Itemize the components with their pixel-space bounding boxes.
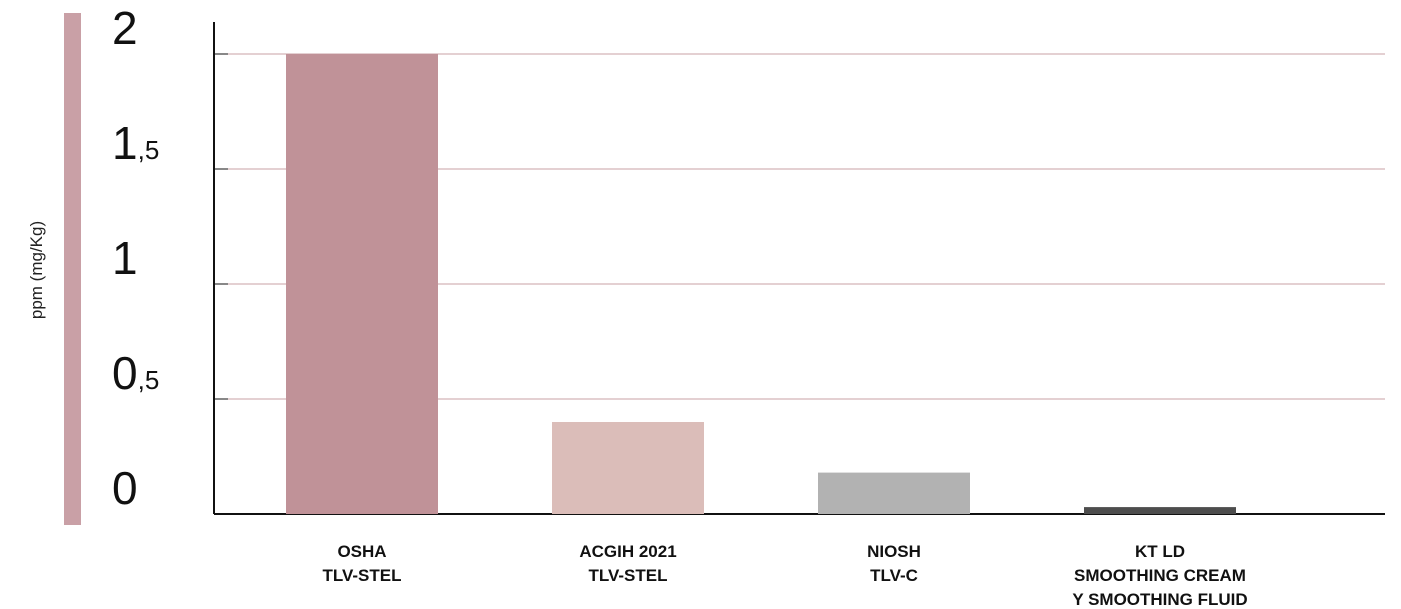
bar-1: [286, 54, 438, 514]
y-tick-label: 0,5: [112, 347, 159, 399]
bar-4: [1084, 507, 1236, 514]
x-tick-label: KT LD: [1135, 542, 1185, 561]
y-tick-main: 2: [112, 2, 138, 54]
y-tick-main: 0: [112, 347, 138, 399]
bar-2: [552, 422, 704, 514]
y-tick-fraction: ,5: [138, 135, 160, 165]
x-tick-label: Y SMOOTHING FLUID: [1072, 590, 1247, 609]
y-tick-label: 0: [112, 462, 138, 514]
x-tick-label: ACGIH 2021: [579, 542, 676, 561]
y-axis-accent-bar: [64, 13, 81, 525]
y-tick-main: 0: [112, 462, 138, 514]
y-tick-main: 1: [112, 232, 138, 284]
x-tick-label: TLV-C: [870, 566, 918, 585]
x-tick-label: OSHA: [337, 542, 386, 561]
bar-3: [818, 472, 970, 514]
y-tick-label: 1: [112, 232, 138, 284]
y-tick-label: 1,5: [112, 117, 159, 169]
y-tick-label: 2: [112, 2, 138, 54]
x-tick-label: NIOSH: [867, 542, 921, 561]
x-tick-label: TLV-STEL: [588, 566, 667, 585]
y-tick-main: 1: [112, 117, 138, 169]
x-tick-label: TLV-STEL: [322, 566, 401, 585]
y-tick-fraction: ,5: [138, 365, 160, 395]
x-tick-label: SMOOTHING CREAM: [1074, 566, 1246, 585]
